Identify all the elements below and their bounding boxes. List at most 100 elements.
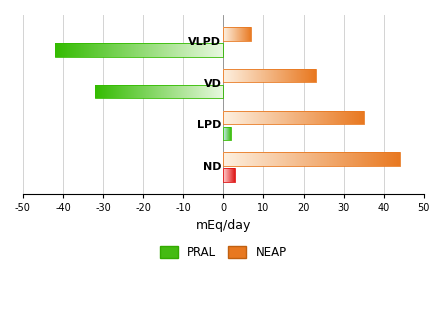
- Bar: [340, 152, 341, 166]
- Bar: [343, 111, 344, 124]
- Bar: [342, 111, 343, 124]
- Bar: [168, 44, 169, 57]
- Bar: [285, 152, 286, 166]
- Bar: [186, 44, 187, 57]
- Bar: [181, 44, 182, 57]
- Bar: [171, 44, 172, 57]
- Bar: [365, 152, 366, 166]
- Bar: [261, 152, 262, 166]
- Bar: [73, 44, 74, 57]
- Bar: [268, 111, 269, 124]
- Bar: [141, 44, 142, 57]
- Bar: [307, 152, 308, 166]
- Bar: [119, 44, 120, 57]
- Bar: [254, 111, 255, 124]
- Bar: [210, 44, 211, 57]
- Bar: [307, 111, 308, 124]
- Bar: [296, 152, 297, 166]
- Bar: [75, 44, 76, 57]
- Bar: [330, 152, 331, 166]
- Bar: [130, 44, 131, 57]
- Bar: [160, 44, 161, 57]
- Bar: [309, 111, 310, 124]
- Bar: [223, 69, 316, 82]
- Bar: [230, 111, 231, 124]
- Bar: [120, 44, 121, 57]
- Bar: [360, 152, 361, 166]
- Bar: [164, 44, 165, 57]
- Bar: [165, 44, 166, 57]
- Bar: [243, 152, 244, 166]
- Bar: [150, 44, 151, 57]
- Bar: [262, 111, 263, 124]
- Bar: [350, 152, 351, 166]
- Bar: [278, 152, 279, 166]
- Bar: [303, 152, 304, 166]
- Bar: [282, 111, 283, 124]
- Bar: [266, 152, 267, 166]
- Bar: [98, 44, 99, 57]
- Bar: [310, 111, 311, 124]
- Bar: [314, 152, 315, 166]
- Bar: [250, 152, 251, 166]
- Bar: [66, 44, 67, 57]
- Bar: [97, 44, 98, 57]
- Bar: [284, 111, 285, 124]
- Bar: [170, 44, 171, 57]
- Bar: [196, 44, 197, 57]
- Bar: [399, 152, 400, 166]
- Bar: [100, 44, 101, 57]
- Bar: [195, 44, 196, 57]
- Bar: [381, 152, 382, 166]
- Bar: [359, 111, 360, 124]
- Bar: [188, 44, 189, 57]
- Bar: [176, 44, 177, 57]
- Bar: [79, 44, 80, 57]
- Bar: [61, 44, 62, 57]
- Bar: [332, 111, 333, 124]
- Bar: [311, 111, 312, 124]
- Bar: [287, 152, 288, 166]
- Bar: [316, 111, 317, 124]
- Bar: [270, 152, 271, 166]
- Bar: [286, 152, 287, 166]
- Bar: [178, 44, 179, 57]
- Bar: [81, 44, 82, 57]
- Bar: [173, 44, 174, 57]
- Bar: [235, 111, 236, 124]
- Bar: [82, 44, 83, 57]
- Bar: [260, 111, 261, 124]
- Text: VLPD: VLPD: [188, 37, 221, 47]
- Bar: [241, 111, 242, 124]
- Bar: [344, 111, 345, 124]
- Bar: [330, 111, 331, 124]
- Bar: [299, 152, 300, 166]
- Bar: [93, 44, 94, 57]
- Bar: [172, 44, 173, 57]
- Bar: [258, 152, 259, 166]
- Bar: [338, 152, 339, 166]
- Bar: [394, 152, 395, 166]
- Bar: [311, 152, 312, 166]
- Bar: [252, 152, 253, 166]
- Bar: [223, 152, 224, 166]
- Bar: [225, 111, 226, 124]
- Bar: [57, 44, 58, 57]
- Bar: [335, 111, 336, 124]
- Bar: [111, 44, 112, 57]
- Bar: [110, 44, 111, 57]
- Bar: [395, 152, 396, 166]
- Bar: [138, 44, 139, 57]
- Bar: [258, 111, 259, 124]
- Bar: [215, 44, 216, 57]
- Bar: [231, 111, 232, 124]
- Bar: [337, 152, 338, 166]
- Bar: [333, 111, 334, 124]
- Bar: [103, 44, 104, 57]
- Bar: [345, 111, 346, 124]
- Bar: [230, 152, 231, 166]
- Bar: [314, 111, 315, 124]
- Bar: [323, 111, 324, 124]
- Bar: [217, 44, 218, 57]
- Bar: [301, 111, 302, 124]
